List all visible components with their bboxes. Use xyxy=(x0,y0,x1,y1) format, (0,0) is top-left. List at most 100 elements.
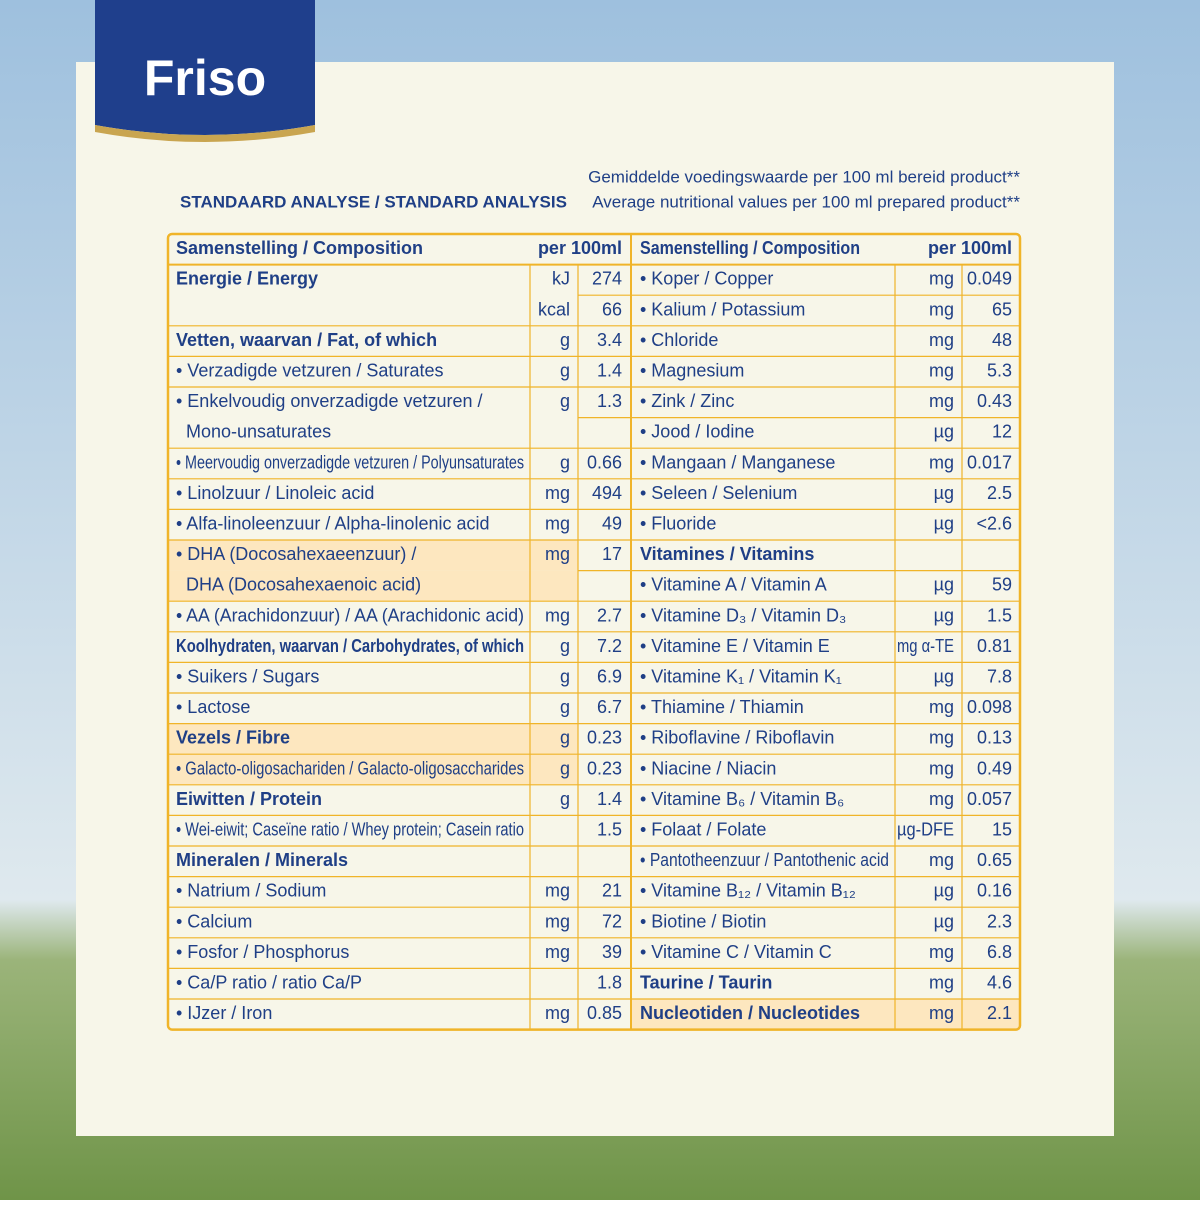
value: 0.43 xyxy=(977,391,1012,411)
nutrient-name: • Biotine / Biotin xyxy=(640,911,766,931)
nutrient-name: Taurine / Taurin xyxy=(640,972,772,992)
value: 0.049 xyxy=(967,269,1012,289)
unit: µg-DFE xyxy=(897,819,954,839)
unit: g xyxy=(560,636,570,656)
nutrient-name: • Thiamine / Thiamin xyxy=(640,697,804,717)
nutrient-name: • Vitamine D₃ / Vitamin D₃ xyxy=(640,605,846,625)
unit: mg xyxy=(929,452,954,472)
unit: mg xyxy=(929,360,954,380)
value: 0.81 xyxy=(977,636,1012,656)
value: 5.3 xyxy=(987,360,1012,380)
unit: mg xyxy=(929,942,954,962)
unit: g xyxy=(560,758,570,778)
nutrient-name: • Natrium / Sodium xyxy=(176,881,326,901)
nutrient-name: • Niacine / Niacin xyxy=(640,758,776,778)
unit: mg xyxy=(929,269,954,289)
nutrient-name: Vezels / Fibre xyxy=(176,728,290,748)
column-header: Samenstelling / Composition xyxy=(176,238,423,258)
value: 72 xyxy=(602,911,622,931)
value: 49 xyxy=(602,513,622,533)
unit: g xyxy=(560,697,570,717)
unit: mg xyxy=(929,391,954,411)
unit: g xyxy=(560,666,570,686)
value: 1.8 xyxy=(597,972,622,992)
highlight xyxy=(168,754,578,785)
value: 0.098 xyxy=(967,697,1012,717)
unit: mg xyxy=(545,605,570,625)
value: 59 xyxy=(992,575,1012,595)
value: 494 xyxy=(592,483,622,503)
nutrient-name: • Ca/P ratio / ratio Ca/P xyxy=(176,972,362,992)
unit: mg xyxy=(929,972,954,992)
value: 0.23 xyxy=(587,728,622,748)
value: 0.16 xyxy=(977,881,1012,901)
logo-trim xyxy=(95,125,315,142)
value: 48 xyxy=(992,330,1012,350)
nutrient-name: • DHA (Docosahexaeenzuur) / xyxy=(176,544,416,564)
unit: g xyxy=(560,789,570,809)
unit: mg xyxy=(545,544,570,564)
unit: mg xyxy=(929,330,954,350)
unit: µg xyxy=(934,881,954,901)
unit: µg xyxy=(934,422,954,442)
unit: µg xyxy=(934,605,954,625)
unit: mg xyxy=(929,850,954,870)
value: 1.5 xyxy=(597,819,622,839)
highlight xyxy=(168,570,578,602)
unit: mg xyxy=(545,881,570,901)
heading: STANDAARD ANALYSE / STANDARD ANALYSIS xyxy=(180,192,567,211)
value: 6.8 xyxy=(987,942,1012,962)
value: 0.13 xyxy=(977,728,1012,748)
value: 39 xyxy=(602,942,622,962)
value: 1.3 xyxy=(597,391,622,411)
nutrient-name: Nucleotiden / Nucleotides xyxy=(640,1003,860,1023)
nutrient-name: DHA (Docosahexaenoic acid) xyxy=(186,575,421,595)
value: 2.7 xyxy=(597,605,622,625)
value: 21 xyxy=(602,881,622,901)
nutrient-name: • Alfa-linoleenzuur / Alpha-linolenic ac… xyxy=(176,513,490,533)
value: 2.5 xyxy=(987,483,1012,503)
value: 1.4 xyxy=(597,789,622,809)
nutrient-name: Vetten, waarvan / Fat, of which xyxy=(176,330,437,350)
value: 7.2 xyxy=(597,636,622,656)
unit: mg xyxy=(545,911,570,931)
nutrient-name: • Kalium / Potassium xyxy=(640,299,805,319)
unit: mg xyxy=(929,697,954,717)
unit: mg xyxy=(929,728,954,748)
nutrient-name: • Chloride xyxy=(640,330,718,350)
unit: g xyxy=(560,360,570,380)
unit: kcal xyxy=(538,299,570,319)
nutrient-name: • Vitamine K₁ / Vitamin K₁ xyxy=(640,666,842,686)
nutrient-name: • Suikers / Sugars xyxy=(176,666,319,686)
value: 17 xyxy=(602,544,622,564)
nutrient-name: • Jood / Iodine xyxy=(640,422,754,442)
value: 7.8 xyxy=(987,666,1012,686)
value: 6.7 xyxy=(597,697,622,717)
value: 6.9 xyxy=(597,666,622,686)
nutrient-name: • Koper / Copper xyxy=(640,269,773,289)
column-header: per 100ml xyxy=(538,238,622,258)
value: 3.4 xyxy=(597,330,622,350)
value: <2.6 xyxy=(976,513,1012,533)
value: 12 xyxy=(992,422,1012,442)
subtitle: Average nutritional values per 100 ml pr… xyxy=(592,192,1020,211)
nutrient-name: Energie / Energy xyxy=(176,269,318,289)
column-header: Samenstelling / Composition xyxy=(640,238,860,258)
nutrient-name: Eiwitten / Protein xyxy=(176,789,322,809)
nutrient-name: • Galacto-oligosachariden / Galacto-olig… xyxy=(176,758,524,778)
nutrient-name: • Fosfor / Phosphorus xyxy=(176,942,349,962)
value: 274 xyxy=(592,269,622,289)
nutrient-name: • Wei-eiwit; Caseïne ratio / Whey protei… xyxy=(176,819,524,839)
column-header: per 100ml xyxy=(928,238,1012,258)
nutrient-name: • Fluoride xyxy=(640,513,716,533)
nutrient-name: • Vitamine B₁₂ / Vitamin B₁₂ xyxy=(640,881,856,901)
value: 0.85 xyxy=(587,1003,622,1023)
value: 65 xyxy=(992,299,1012,319)
unit: mg xyxy=(929,789,954,809)
unit: g xyxy=(560,728,570,748)
unit: µg xyxy=(934,911,954,931)
value: 2.3 xyxy=(987,911,1012,931)
unit: mg α-TE xyxy=(897,636,954,656)
unit: mg xyxy=(545,942,570,962)
